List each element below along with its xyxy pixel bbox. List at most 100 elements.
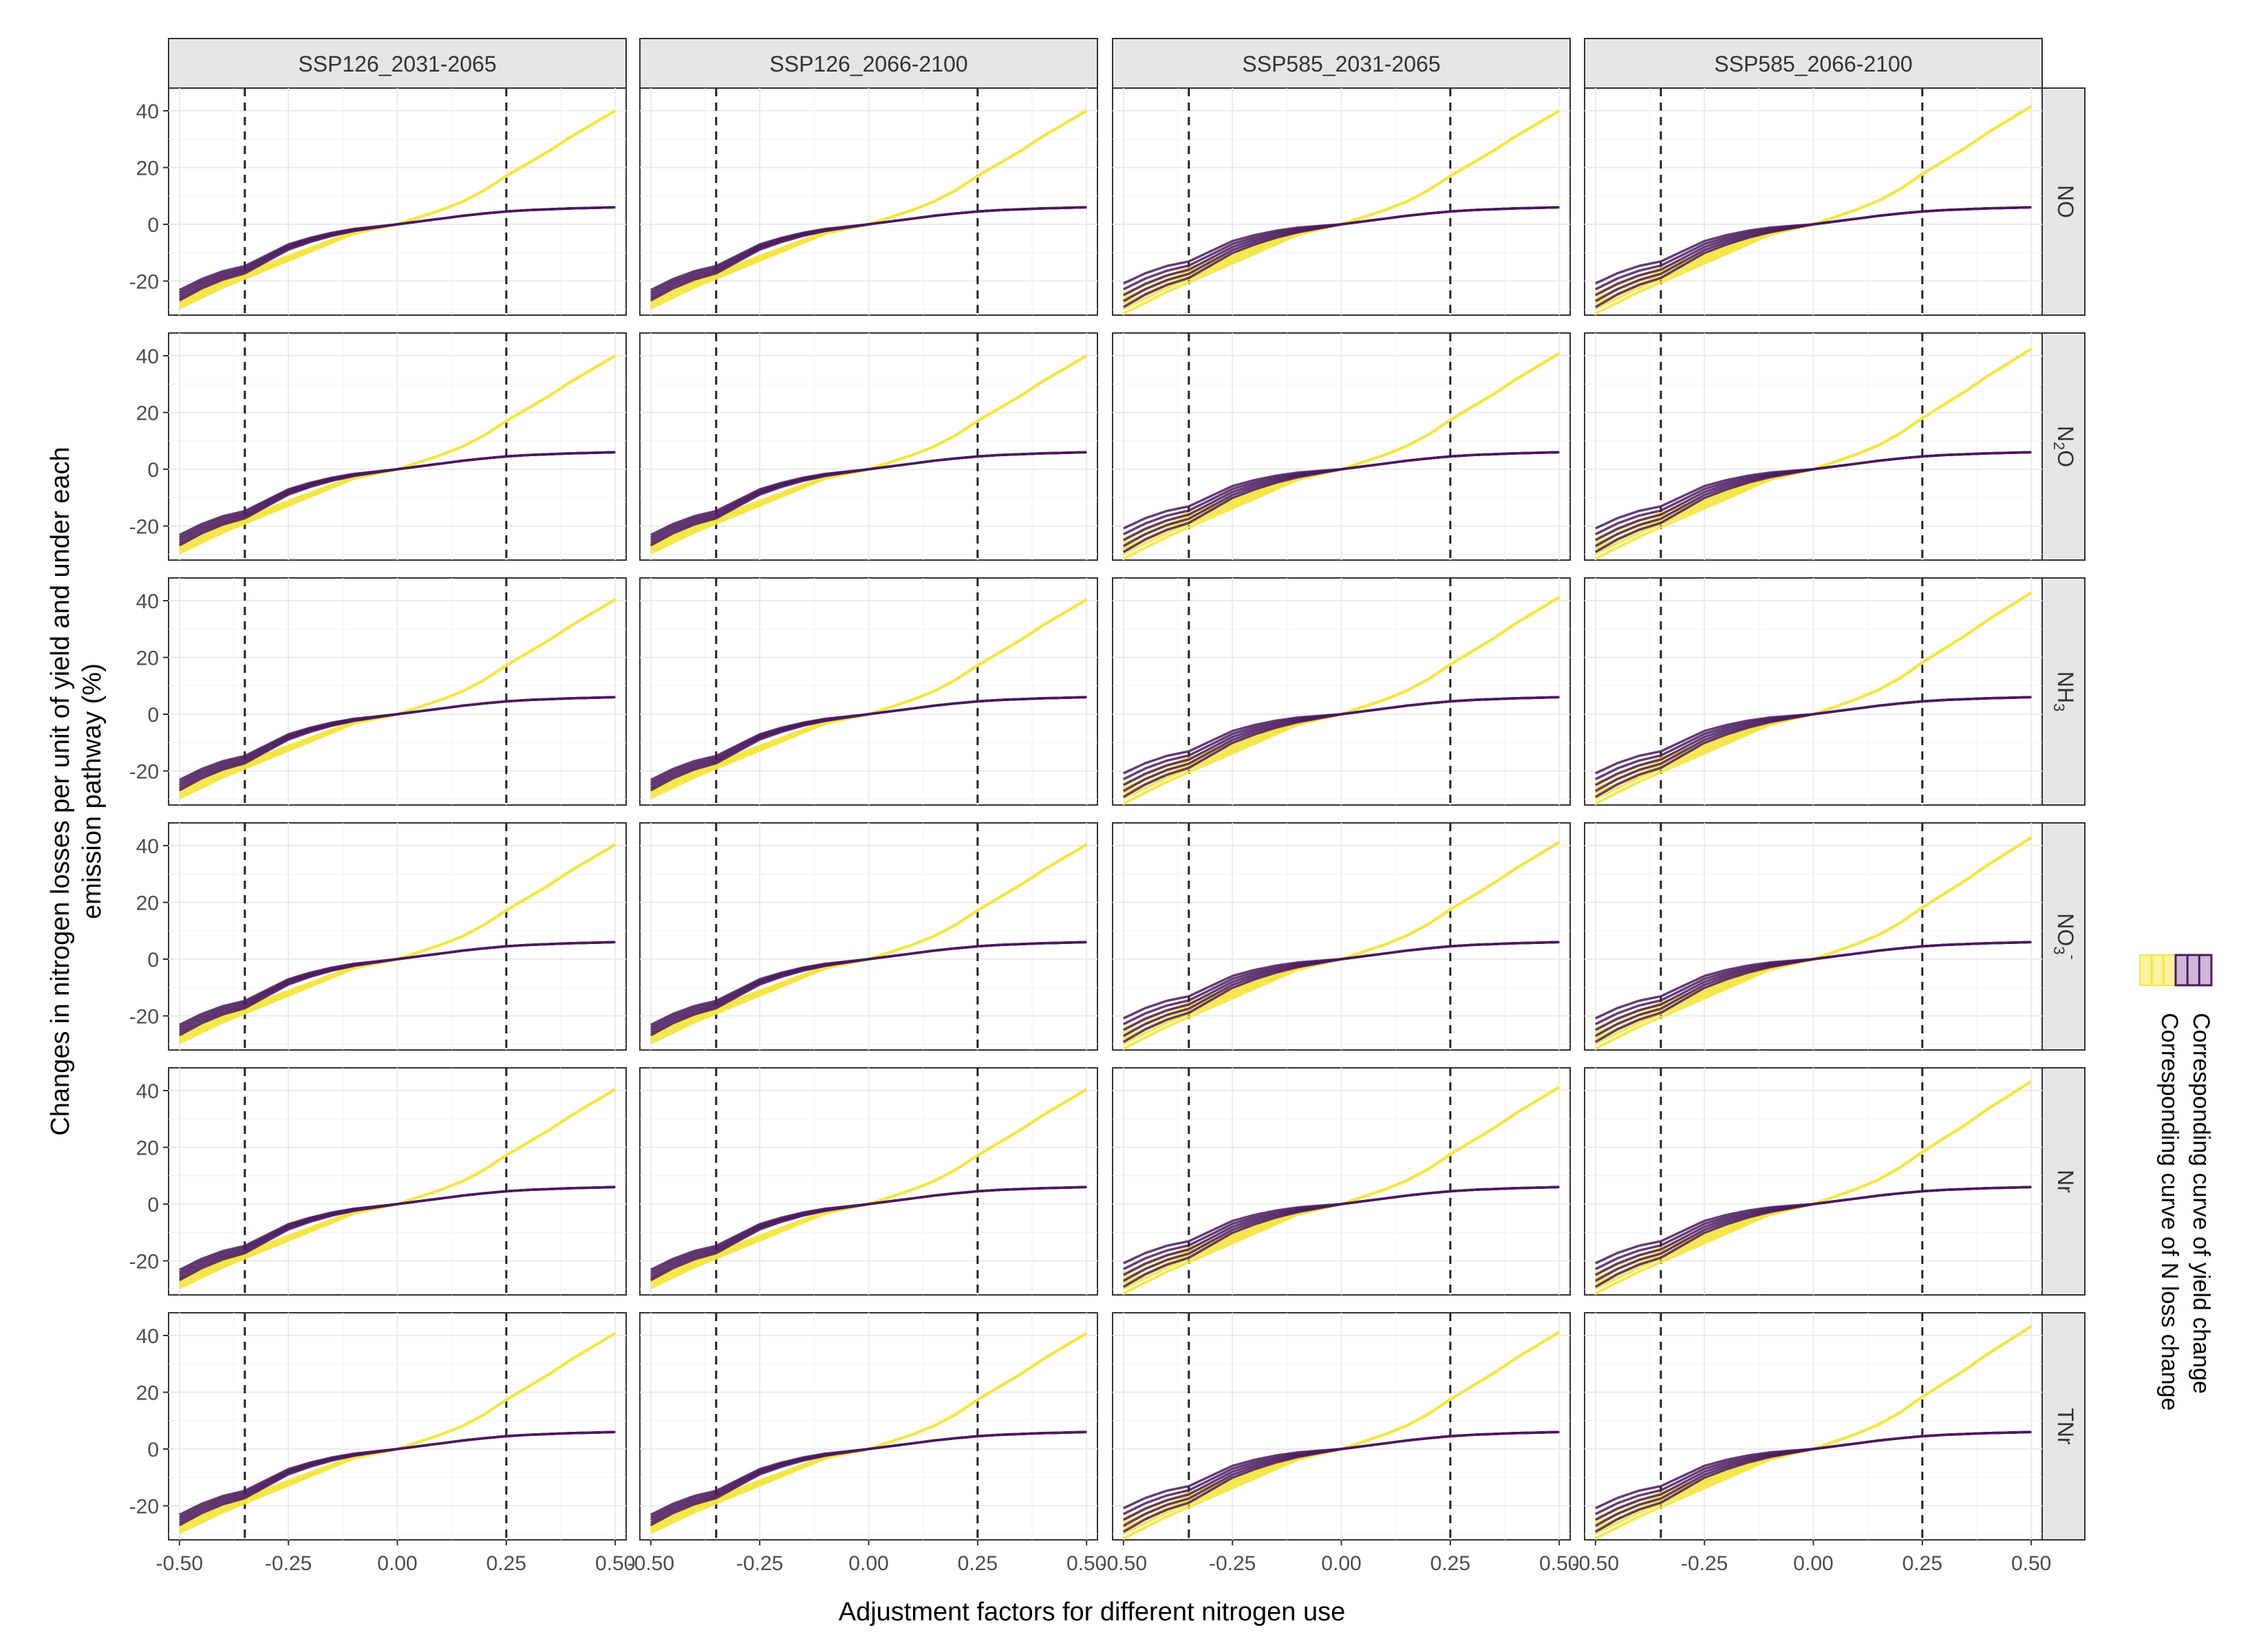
y-tick-label: 40 <box>136 590 159 613</box>
x-tick-label: -0.25 <box>265 1552 312 1575</box>
row-label-base: NH <box>2053 672 2078 703</box>
x-tick-label: -0.50 <box>1100 1552 1147 1575</box>
x-tick-label: 0.00 <box>1321 1552 1361 1575</box>
series-line-yield <box>1595 451 2032 530</box>
row-strip <box>2041 87 2085 316</box>
x-tick-label: 0.25 <box>486 1552 526 1575</box>
x-tick-label: -0.25 <box>1681 1552 1728 1575</box>
series-line-yield <box>650 206 1087 292</box>
column-strip-label: SSP585_2066-2100 <box>1714 52 1912 76</box>
panel <box>1112 577 1571 806</box>
series-line-yield <box>179 1430 616 1516</box>
panel: -20 0 20 40 <box>129 87 627 316</box>
row-label-base: Nr <box>2053 1170 2078 1193</box>
y-tick-label: 0 <box>147 704 159 727</box>
column-strip-label: SSP585_2031-2065 <box>1242 52 1440 76</box>
panel <box>1112 87 1571 316</box>
x-tick-label: -0.50 <box>628 1552 674 1575</box>
y-tick-label: 20 <box>136 403 159 425</box>
y-axis-title-line: Changes in nitrogen losses per unit of y… <box>46 447 75 1135</box>
y-tick-label: 40 <box>136 100 159 123</box>
panel: -20 0 20 40 -0.50 -0.25 0.00 0.25 0.50 <box>129 1312 635 1575</box>
series-line-yield <box>1595 1430 2032 1510</box>
series-line-yield <box>1595 206 2032 285</box>
x-tick-label: 0.50 <box>595 1552 635 1575</box>
legend-label: Corresponding curve of N loss change <box>2156 1013 2183 1410</box>
y-tick-label: 0 <box>147 949 159 972</box>
x-tick-label: -0.50 <box>1572 1552 1619 1575</box>
y-tick-label: 20 <box>136 647 159 670</box>
panel <box>639 332 1098 561</box>
y-tick-label: 20 <box>136 158 159 180</box>
row-label-base: TNr <box>2053 1408 2078 1445</box>
row-strip-label: N2O <box>2050 426 2077 467</box>
series-line-yield <box>650 1186 1087 1272</box>
row-label-subscript: 3 <box>2050 703 2068 711</box>
row-label-base: NO <box>2053 185 2078 218</box>
column-strip <box>639 38 1098 89</box>
series-line-yield <box>179 941 616 1027</box>
panel <box>639 87 1098 316</box>
row-strip-label: Nr <box>2053 1170 2078 1193</box>
series-line-yield <box>179 451 616 537</box>
y-tick-label: 40 <box>136 1325 159 1348</box>
row-label-subscript: 3 <box>2050 946 2068 954</box>
x-tick-label: -0.50 <box>156 1552 203 1575</box>
x-tick-label: 0.25 <box>1902 1552 1942 1575</box>
panel <box>1584 822 2043 1051</box>
column-strip-label: SSP126_2066-2100 <box>769 52 967 76</box>
row-strip-label: NO <box>2053 185 2078 218</box>
x-tick-label: -0.25 <box>736 1552 783 1575</box>
column-strip <box>1112 38 1571 89</box>
series-line-yield <box>1123 1186 1560 1265</box>
x-tick-label: 0.25 <box>958 1552 998 1575</box>
row-label-base: NO <box>2053 913 2078 946</box>
series-line-yield <box>1595 941 2032 1020</box>
panel <box>639 1067 1098 1296</box>
y-tick-label: -20 <box>129 271 159 294</box>
panel <box>639 822 1098 1051</box>
row-label-base: N <box>2053 426 2078 442</box>
panel <box>1112 1067 1571 1296</box>
row-strip-label: NH3 <box>2050 672 2077 711</box>
series-line-yield <box>650 1430 1087 1516</box>
series-line-yield <box>1123 451 1560 530</box>
series-line-yield <box>650 696 1087 782</box>
y-tick-label: -20 <box>129 1496 159 1519</box>
x-tick-label: 0.50 <box>1539 1552 1579 1575</box>
x-tick-label: 0.50 <box>2011 1552 2051 1575</box>
panel: -0.50 -0.25 0.00 0.25 0.50 <box>1572 1312 2051 1575</box>
series-line-yield <box>1123 206 1560 285</box>
row-strip <box>2041 822 2085 1051</box>
panel: -20 0 20 40 <box>129 1067 627 1296</box>
x-tick-label: 0.00 <box>848 1552 888 1575</box>
panel <box>1584 1067 2043 1296</box>
x-tick-label: 0.00 <box>1793 1552 1833 1575</box>
column-strip <box>168 38 627 89</box>
panel: -20 0 20 40 <box>129 577 627 806</box>
panel: -0.50 -0.25 0.00 0.25 0.50 <box>1100 1312 1579 1575</box>
row-label-superscript: - <box>2064 954 2081 959</box>
panel <box>1112 332 1571 561</box>
series-line-yield <box>1123 696 1560 775</box>
panel: -20 0 20 40 <box>129 822 627 1051</box>
row-strip-label: NO3- <box>2050 913 2081 960</box>
row-strip <box>2041 1312 2085 1541</box>
series-line-yield <box>179 696 616 782</box>
panel <box>1584 87 2043 316</box>
y-tick-label: 0 <box>147 459 159 482</box>
series-line-yield <box>1595 696 2032 775</box>
y-tick-label: 0 <box>147 214 159 237</box>
y-tick-label: 40 <box>136 1080 159 1103</box>
panel <box>639 577 1098 806</box>
column-strip <box>1584 38 2043 89</box>
legend: Corresponding curve of yield changeCorre… <box>2139 954 2214 1410</box>
y-tick-label: -20 <box>129 1251 159 1274</box>
row-label-subscript: 2 <box>2050 442 2068 450</box>
x-tick-label: 0.00 <box>377 1552 417 1575</box>
series-line-yield <box>1595 1186 2032 1265</box>
series-line-yield <box>179 1186 616 1272</box>
series-line-yield <box>1123 941 1560 1020</box>
